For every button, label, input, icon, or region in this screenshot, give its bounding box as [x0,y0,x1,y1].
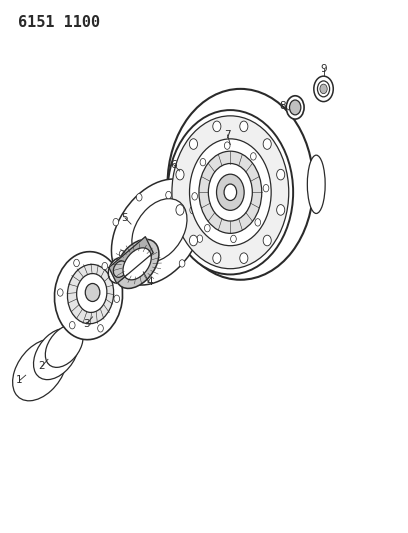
Circle shape [192,192,197,200]
Ellipse shape [286,96,304,119]
Circle shape [277,169,285,180]
Text: 9: 9 [320,64,327,74]
Text: 5: 5 [122,213,128,223]
Circle shape [190,206,195,214]
Circle shape [213,121,221,132]
Ellipse shape [33,328,79,379]
Ellipse shape [85,284,100,302]
Circle shape [197,235,203,243]
Circle shape [74,259,80,266]
Ellipse shape [45,325,83,367]
Ellipse shape [108,257,129,283]
Ellipse shape [113,261,127,277]
Ellipse shape [307,155,325,214]
Circle shape [189,139,271,246]
Text: 8: 8 [280,101,286,111]
Circle shape [251,152,256,160]
Circle shape [240,121,248,132]
Circle shape [263,184,269,192]
Ellipse shape [132,199,187,262]
Circle shape [69,321,75,329]
Circle shape [200,158,206,166]
Text: 3: 3 [83,319,90,329]
Text: 6151 1100: 6151 1100 [18,14,100,30]
Circle shape [98,325,103,332]
Circle shape [277,205,285,215]
Ellipse shape [67,264,114,324]
Circle shape [113,219,119,226]
Text: 2: 2 [39,361,45,371]
Polygon shape [109,237,153,284]
Circle shape [231,235,236,243]
Ellipse shape [290,100,301,115]
Circle shape [119,251,125,258]
Circle shape [176,169,184,180]
Circle shape [263,139,271,149]
Circle shape [58,289,63,296]
Circle shape [168,110,293,274]
Circle shape [102,262,108,270]
Circle shape [208,164,252,221]
Circle shape [199,151,262,233]
Circle shape [204,224,210,232]
Circle shape [320,84,327,94]
Circle shape [224,142,230,149]
Circle shape [144,265,149,273]
Ellipse shape [111,179,203,285]
Text: 7: 7 [224,130,231,140]
Circle shape [179,260,185,267]
Circle shape [114,295,120,303]
Circle shape [255,219,261,226]
Circle shape [224,184,237,200]
Ellipse shape [13,339,67,401]
Text: 6: 6 [170,160,177,169]
Ellipse shape [54,252,122,340]
Circle shape [189,139,197,149]
Circle shape [176,205,184,215]
Circle shape [263,235,271,246]
Circle shape [166,191,171,199]
Ellipse shape [123,248,151,280]
Circle shape [240,253,248,263]
Circle shape [317,81,330,97]
Ellipse shape [77,273,107,312]
Text: 1: 1 [16,375,23,385]
Circle shape [172,116,289,269]
Circle shape [136,193,142,201]
Circle shape [217,174,244,211]
Circle shape [189,235,197,246]
Circle shape [314,76,333,102]
Text: 4: 4 [146,277,153,287]
Ellipse shape [115,239,159,288]
Circle shape [213,253,221,263]
